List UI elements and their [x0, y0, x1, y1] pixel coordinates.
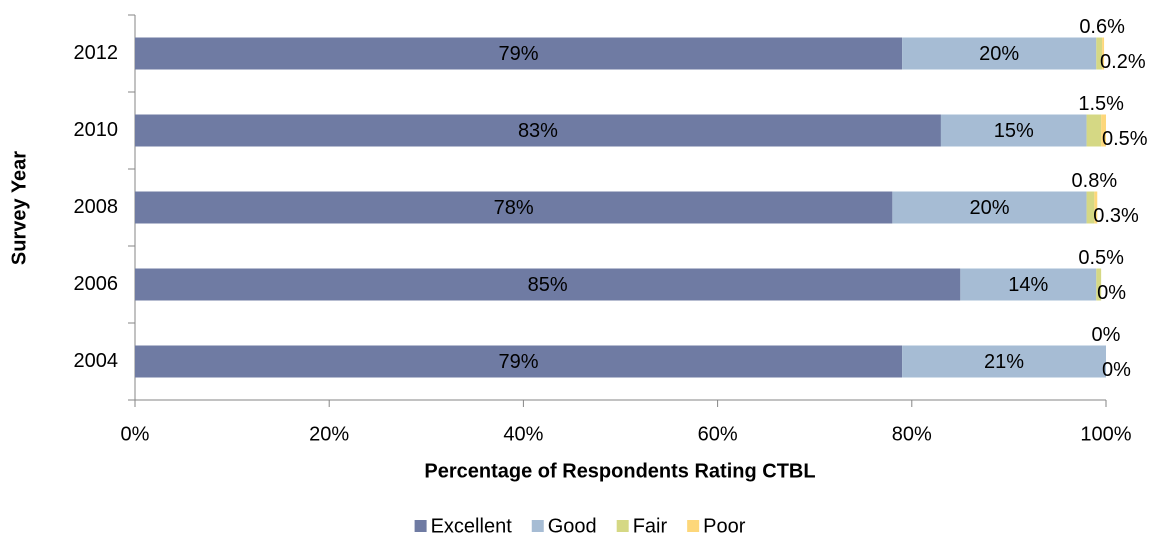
bar-segment [1086, 114, 1102, 147]
legend-label: Fair [633, 515, 668, 537]
data-label: 0.5% [1078, 247, 1124, 269]
x-tick-label: 100% [1080, 423, 1131, 445]
bar-segment [1096, 37, 1103, 70]
x-axis-title: Percentage of Respondents Rating CTBL [424, 460, 815, 482]
bar-segment [960, 268, 1097, 301]
bar-segment [1086, 191, 1095, 224]
data-label: 0.5% [1102, 128, 1148, 150]
y-tick-label: 2010 [74, 119, 119, 141]
bar-segment [940, 114, 1087, 147]
data-label: 0.6% [1079, 16, 1125, 38]
legend-swatch [616, 520, 629, 532]
bar-segment [892, 191, 1087, 224]
data-label: 0% [1102, 359, 1131, 381]
legend-label: Poor [703, 515, 746, 537]
bar-segment [1096, 268, 1102, 301]
bar-segment [1101, 114, 1106, 147]
data-label: 79% [499, 351, 539, 373]
data-label: 0% [1097, 282, 1126, 304]
legend-swatch [414, 520, 427, 532]
bar-segment [1094, 191, 1098, 224]
bar-segment [902, 345, 1106, 378]
data-label: 20% [969, 197, 1009, 219]
bar-segment [135, 37, 903, 70]
legend-label: Good [548, 515, 597, 537]
y-tick-label: 2012 [74, 42, 119, 64]
y-axis-title: Survey Year [8, 151, 30, 265]
bar-segment [135, 268, 961, 301]
data-label: 0% [1092, 324, 1121, 346]
y-tick-label: 2004 [74, 350, 119, 372]
legend-swatch [687, 520, 700, 532]
data-label: 20% [979, 43, 1019, 65]
data-label: 79% [499, 43, 539, 65]
data-label: 78% [494, 197, 534, 219]
bar-segment [135, 114, 941, 147]
legend-label: Excellent [431, 515, 513, 537]
bar-segment [902, 37, 1097, 70]
x-tick-label: 0% [121, 423, 150, 445]
x-tick-label: 40% [503, 423, 543, 445]
data-label: 83% [518, 120, 558, 142]
x-tick-label: 20% [309, 423, 349, 445]
data-label: 0.3% [1093, 205, 1139, 227]
bar-segment [1102, 37, 1105, 70]
data-label: 21% [984, 351, 1024, 373]
y-tick-label: 2006 [74, 273, 119, 295]
data-label: 85% [528, 274, 568, 296]
x-tick-label: 60% [698, 423, 738, 445]
data-label: 14% [1008, 274, 1048, 296]
data-label: 0.8% [1072, 170, 1118, 192]
data-label: 1.5% [1078, 93, 1124, 115]
x-tick-label: 80% [892, 423, 932, 445]
bar-segment [135, 345, 903, 378]
bar-segment [135, 191, 893, 224]
y-tick-label: 2008 [74, 196, 119, 218]
data-label: 0.2% [1100, 51, 1146, 73]
legend-swatch [531, 520, 544, 532]
data-label: 15% [994, 120, 1034, 142]
